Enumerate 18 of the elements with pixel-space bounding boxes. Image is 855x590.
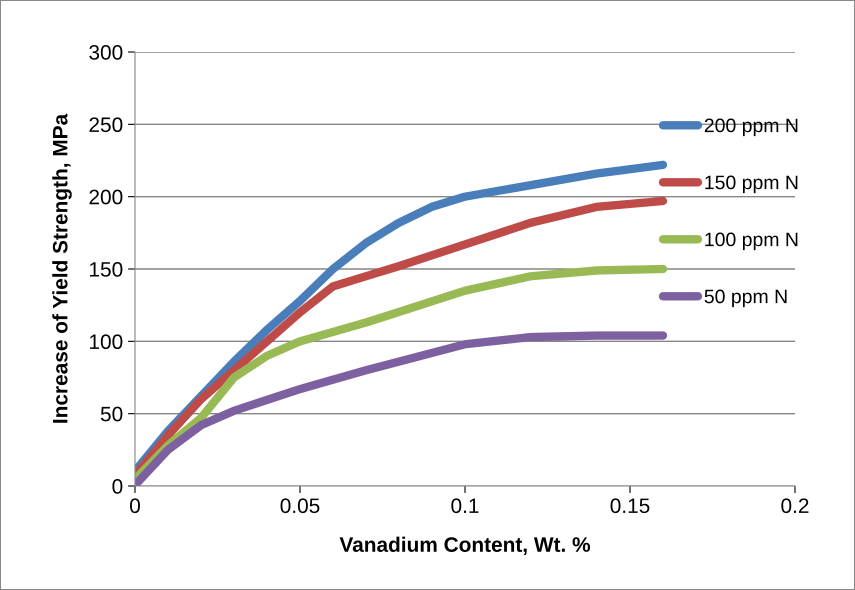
legend-label: 50 ppm N (704, 290, 787, 308)
legend-label: 200 ppm N (704, 118, 798, 136)
y-axis-title: Increase of Yield Strength, MPa (52, 114, 72, 423)
y-tick-label: 0 (112, 479, 122, 494)
y-tick-label: 150 (90, 262, 122, 277)
y-tick-label: 100 (90, 334, 122, 350)
y-tick-label: 50 (100, 406, 122, 422)
y-tick-label: 250 (89, 117, 122, 132)
y-tick-label: 200 (89, 190, 122, 204)
x-tick-label: 0.1 (451, 498, 478, 514)
x-tick-label: 0.2 (781, 498, 808, 514)
legend-label: 150 ppm N (705, 176, 798, 194)
x-axis-title: Vanadium Content, Wt. % (340, 536, 590, 555)
x-tick-label: 0.05 (280, 498, 320, 514)
x-tick-label: 0 (130, 498, 140, 514)
legend-label: 100 ppm N (705, 232, 798, 250)
y-tick-label: 300 (89, 45, 122, 60)
x-tick-label: 0.15 (610, 498, 650, 514)
